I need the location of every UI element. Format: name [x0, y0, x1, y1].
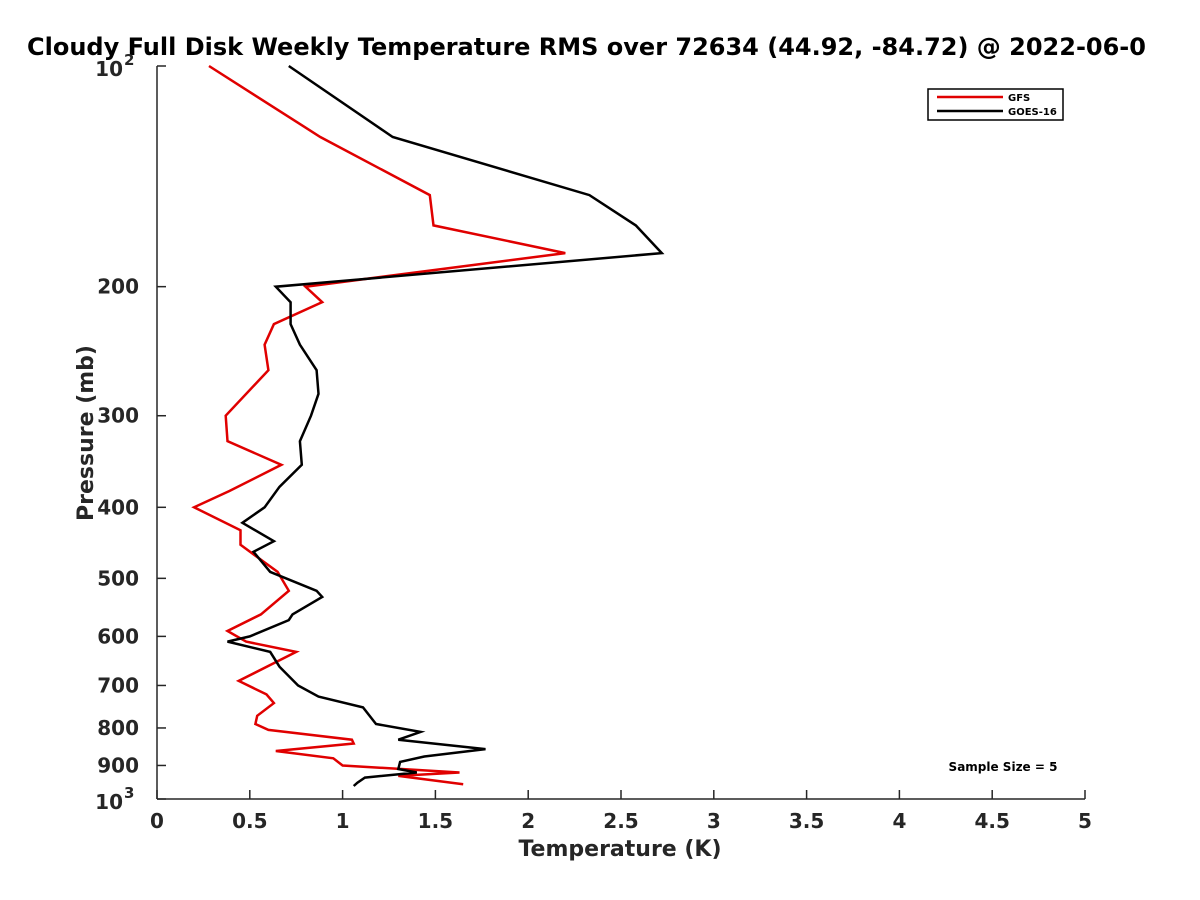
x-tick-label: 0: [150, 809, 164, 833]
x-tick-label: 4: [892, 809, 906, 833]
y-tick-label: 800: [97, 716, 139, 740]
y-tick-label: 10: [95, 57, 123, 81]
legend-box: [927, 88, 1064, 121]
y-tick-exponent: 3: [124, 784, 134, 802]
x-tick-label: 1: [336, 809, 350, 833]
y-tick-label: 500: [97, 566, 139, 590]
series-line-goes-16: [227, 64, 665, 787]
y-tick-label: 300: [97, 404, 139, 428]
chart-title: Cloudy Full Disk Weekly Temperature RMS …: [27, 33, 1146, 61]
series-line-gfs: [191, 64, 566, 786]
x-tick-label: 5: [1078, 809, 1092, 833]
y-tick-label: 700: [97, 673, 139, 697]
x-tick-label: 2.5: [603, 809, 638, 833]
y-tick-exponent: 2: [124, 51, 134, 69]
x-tick-label: 2: [521, 809, 535, 833]
legend: GFS GOES-16: [927, 88, 1064, 121]
y-tick-label: 400: [97, 495, 139, 519]
x-tick-label: 4.5: [974, 809, 1009, 833]
y-tick-label: 900: [97, 753, 139, 777]
x-axis-label: Temperature (K): [518, 837, 721, 862]
legend-label-gfs: GFS: [1008, 93, 1030, 104]
y-axis-label: Pressure (mb): [74, 345, 99, 521]
x-tick-label: 3: [707, 809, 721, 833]
x-tick-label: 0.5: [232, 809, 267, 833]
x-tick-label: 1.5: [418, 809, 453, 833]
y-tick-label: 200: [97, 275, 139, 299]
x-tick-label: 3.5: [789, 809, 824, 833]
sample-size-annotation: Sample Size = 5: [949, 760, 1058, 774]
y-tick-label: 600: [97, 624, 139, 648]
legend-label-goes-16: GOES-16: [1008, 107, 1057, 118]
y-tick-label: 10: [95, 790, 123, 814]
plot-area: 0 0.5 1 1.5 2 2.5 3 3.5 4 4.5 510 22003004005006007…: [95, 51, 1092, 833]
